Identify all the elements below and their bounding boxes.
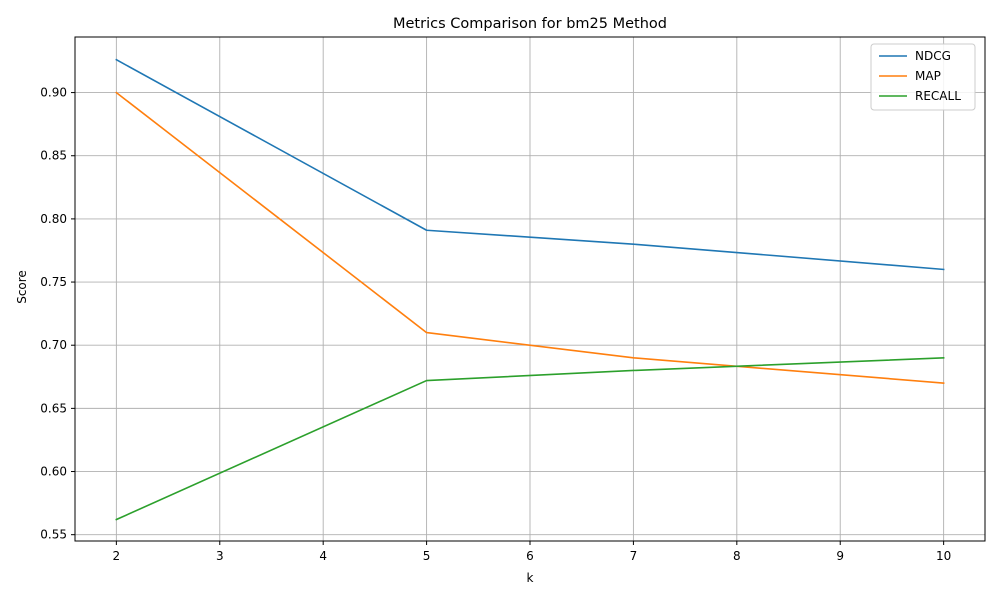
x-tick-label: 3 <box>216 549 224 563</box>
legend-label-recall: RECALL <box>915 89 961 103</box>
y-tick-label: 0.60 <box>40 465 67 479</box>
x-tick-label: 7 <box>630 549 638 563</box>
x-tick-label: 6 <box>526 549 534 563</box>
y-tick-label: 0.55 <box>40 528 67 542</box>
x-tick-label: 4 <box>319 549 327 563</box>
y-tick-label: 0.90 <box>40 86 67 100</box>
y-axis: 0.55 0.60 0.65 0.70 0.75 0.80 0.85 0.90 <box>40 86 75 542</box>
y-tick-label: 0.70 <box>40 338 67 352</box>
legend: NDCG MAP RECALL <box>870 43 976 111</box>
x-tick-label: 5 <box>423 549 431 563</box>
y-axis-label: Score <box>15 270 29 304</box>
x-tick-label: 2 <box>113 549 121 563</box>
y-tick-label: 0.80 <box>40 212 67 226</box>
x-axis-label: k <box>527 571 534 585</box>
x-tick-label: 10 <box>936 549 951 563</box>
series-line-recall <box>115 357 945 521</box>
y-tick-label: 0.75 <box>40 275 67 289</box>
x-tick-label: 9 <box>836 549 844 563</box>
legend-box <box>870 43 976 111</box>
series-line-map <box>115 91 945 384</box>
chart-title: Metrics Comparison for bm25 Method <box>393 16 667 32</box>
legend-label-map: MAP <box>915 69 941 83</box>
x-axis: 2 3 4 5 6 7 8 9 10 <box>113 541 951 563</box>
series-line-ndcg <box>115 58 945 271</box>
y-tick-label: 0.65 <box>40 401 67 415</box>
series-layer <box>115 58 945 521</box>
x-tick-label: 8 <box>733 549 741 563</box>
legend-label-ndcg: NDCG <box>915 49 951 63</box>
y-tick-label: 0.85 <box>40 149 67 163</box>
